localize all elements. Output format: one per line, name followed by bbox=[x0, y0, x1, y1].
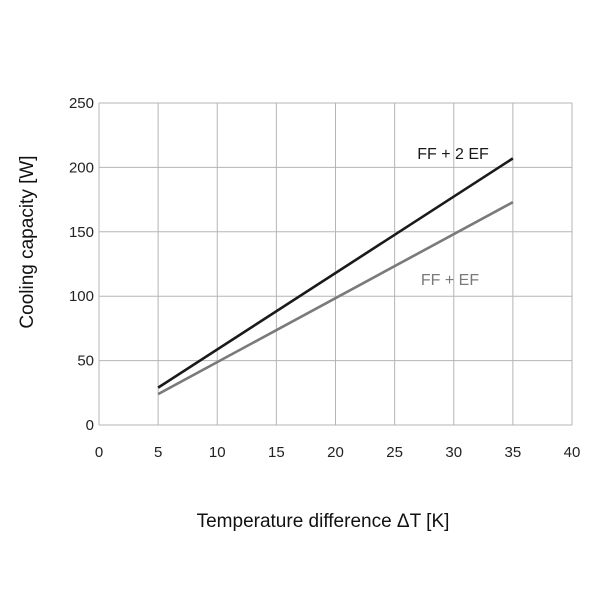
series-line-1 bbox=[157, 201, 514, 396]
x-tick-labels: 0 5 10 15 20 25 30 35 40 bbox=[95, 444, 581, 461]
y-tick-label-4: 200 bbox=[69, 159, 94, 176]
x-tick-label-4: 20 bbox=[327, 444, 344, 461]
x-tick-label-5: 25 bbox=[386, 444, 403, 461]
y-tick-label-0: 0 bbox=[86, 417, 94, 434]
y-tick-label-1: 50 bbox=[77, 353, 94, 370]
grid bbox=[98, 102, 573, 426]
y-tick-labels: 0 50 100 150 200 250 bbox=[69, 95, 94, 434]
x-tick-label-7: 35 bbox=[505, 444, 522, 461]
x-tick-label-1: 5 bbox=[154, 444, 162, 461]
y-tick-label-5: 250 bbox=[69, 95, 94, 112]
series-labels: FF + 2 EF FF + EF bbox=[417, 146, 489, 289]
series-lines bbox=[157, 157, 514, 396]
x-axis-label: Temperature difference ΔT [K] bbox=[197, 511, 450, 532]
x-tick-label-8: 40 bbox=[564, 444, 581, 461]
x-tick-label-2: 10 bbox=[209, 444, 226, 461]
x-tick-label-0: 0 bbox=[95, 444, 103, 461]
x-tick-label-6: 30 bbox=[445, 444, 462, 461]
series-label-1: FF + EF bbox=[421, 272, 479, 289]
y-tick-label-2: 100 bbox=[69, 288, 94, 305]
series-line-0 bbox=[157, 157, 514, 389]
y-axis-label: Cooling capacity [W] bbox=[17, 155, 38, 328]
x-tick-label-3: 15 bbox=[268, 444, 285, 461]
series-label-0: FF + 2 EF bbox=[417, 146, 489, 163]
y-tick-label-3: 150 bbox=[69, 224, 94, 241]
